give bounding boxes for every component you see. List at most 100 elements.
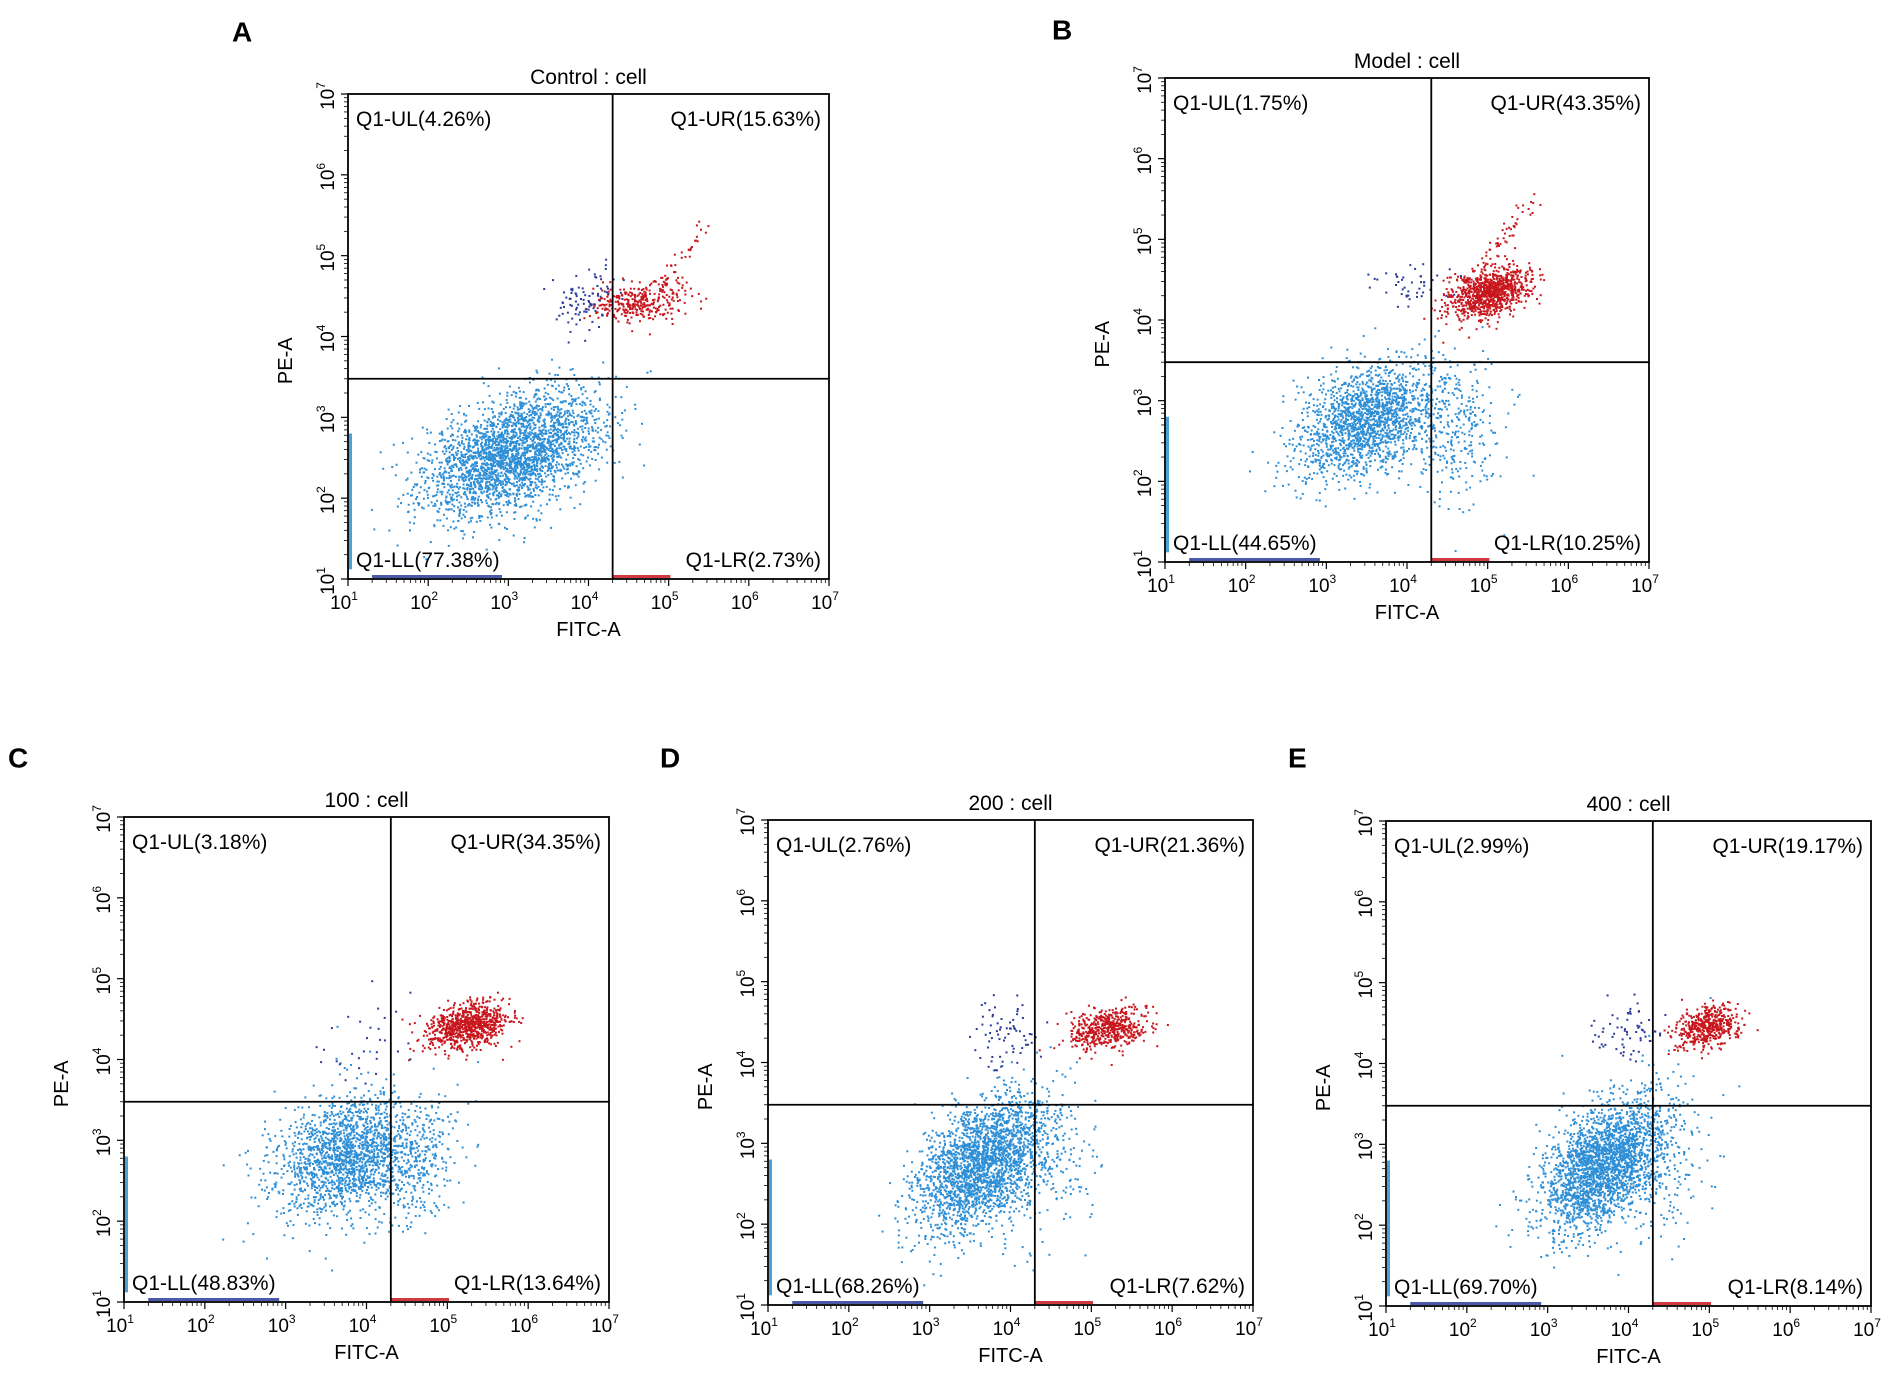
event-dot [1320,456,1323,459]
event-dot [1349,423,1351,426]
event-dot [525,397,528,400]
event-dot [462,459,465,462]
event-dot [1381,435,1384,438]
event-dot [1389,380,1392,382]
event-dot [1370,428,1373,431]
event-dot [1301,419,1304,421]
event-dot [513,416,516,419]
event-dot [485,468,488,471]
event-dot [1455,383,1458,386]
event-dot [1440,375,1442,378]
event-dot [1326,455,1329,458]
event-dot [1364,421,1367,424]
event-dot [646,300,649,303]
event-dot [1419,394,1422,397]
event-dot [1366,410,1368,412]
event-dot [1364,423,1367,425]
event-dot [1403,398,1406,401]
event-dot [560,456,563,459]
event-dot [1368,445,1371,448]
event-dot [518,396,521,399]
event-dot [538,426,541,429]
event-dot [1393,491,1396,494]
event-dot [652,280,655,283]
event-dot [1315,409,1318,412]
event-dot [1300,386,1303,389]
event-dot [1304,452,1307,455]
event-dot [1377,392,1380,394]
event-dot [635,300,638,303]
event-dot [1377,445,1379,448]
event-dot [554,471,557,474]
event-dot [587,430,590,433]
event-dot [1386,473,1388,476]
event-dot [1345,459,1348,462]
event-dot [576,415,579,418]
event-dot [669,307,672,310]
event-dot [616,296,619,299]
event-dot [1334,428,1337,431]
event-dot [558,366,561,369]
event-dot [549,416,552,419]
event-dot [1348,429,1351,432]
event-dot [1336,377,1339,380]
event-dot [625,298,628,301]
event-dot [1434,389,1437,392]
event-dot [1362,432,1365,435]
event-dot [1303,426,1306,429]
event-dot [1400,446,1403,449]
event-dot [458,457,461,459]
event-dot [1325,459,1328,462]
event-dot [639,300,642,303]
event-dot [423,471,426,474]
event-dot [1309,438,1312,441]
event-dot [1354,419,1357,421]
event-dot [476,479,479,482]
event-dot [670,264,672,267]
event-dot [568,440,571,443]
event-dot [1412,395,1415,398]
event-dot [1348,410,1351,413]
event-dot [1344,401,1347,404]
event-dot [1408,437,1411,440]
event-dot [452,445,455,448]
event-dot [1407,401,1410,404]
event-dot [1306,431,1309,433]
event-dot [503,459,506,461]
event-dot [1337,432,1340,435]
event-dot [536,434,539,437]
event-dot [537,509,540,512]
event-dot [516,408,519,411]
event-dot [534,474,537,477]
event-dot [500,495,503,497]
event-dot [563,412,566,415]
event-dot [1434,429,1436,432]
event-dot [1378,416,1381,419]
event-dot [605,308,608,311]
event-dot [446,463,449,466]
event-dot [451,493,454,496]
event-dot [1354,404,1357,406]
event-dot [578,383,581,386]
event-dot [502,435,505,438]
event-dot [505,406,507,409]
event-dot [518,408,521,411]
event-dot [1304,481,1307,484]
event-dot [1330,422,1333,425]
event-dot [1354,396,1357,399]
event-dot [516,489,519,491]
event-dot [1296,425,1299,428]
event-dot [517,490,520,493]
event-dot [680,256,683,259]
event-dot [594,390,597,393]
event-dot [501,445,504,448]
event-dot [588,268,591,271]
event-dot [1366,381,1369,384]
event-dot [551,440,554,443]
event-dot [532,427,535,430]
event-dot [561,312,564,315]
event-dot [494,479,497,482]
event-dot [1401,385,1404,388]
event-dot [492,472,495,475]
event-dot [553,469,556,472]
